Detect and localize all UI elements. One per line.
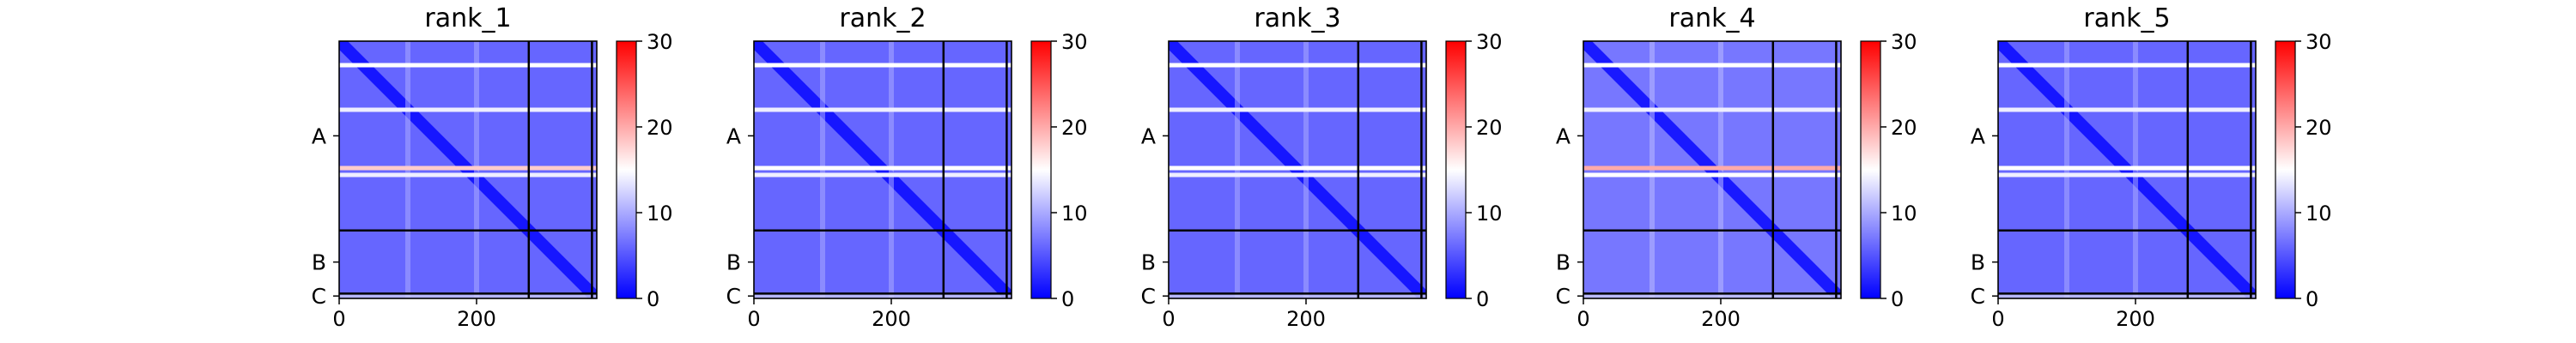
y-chain-label: B bbox=[1971, 250, 1985, 275]
hot-row bbox=[339, 63, 597, 68]
colorbar bbox=[2275, 40, 2296, 299]
colorbar-tick-label: 30 bbox=[1061, 30, 1088, 54]
colorbar bbox=[1445, 40, 1467, 299]
heatmap-cells bbox=[1998, 41, 2256, 298]
colorbar-tick-label: 30 bbox=[1476, 30, 1503, 54]
hot-row bbox=[339, 107, 597, 112]
heatmap-cells bbox=[1169, 41, 1426, 298]
hot-row bbox=[1998, 63, 2256, 68]
y-chain-label: C bbox=[312, 284, 326, 309]
colorbar-tick-label: 30 bbox=[2306, 30, 2332, 54]
colorbar-tick-label: 10 bbox=[1061, 202, 1088, 226]
colorbar-tick-label: 0 bbox=[647, 287, 659, 311]
chain-c-strip bbox=[1169, 293, 1426, 298]
colorbar-tick-label: 0 bbox=[2306, 287, 2318, 311]
y-chain-label: B bbox=[726, 250, 741, 275]
colorbar-tick-label: 20 bbox=[1476, 116, 1503, 140]
colorbar-tick-label: 10 bbox=[1476, 202, 1503, 226]
hot-row bbox=[754, 172, 1012, 178]
hot-row bbox=[1583, 107, 1841, 112]
colorbar-tick-label: 10 bbox=[1891, 202, 1917, 226]
x-tick-label: 0 bbox=[1991, 307, 2004, 331]
chain-c-strip bbox=[1583, 293, 1841, 298]
chain-c-strip bbox=[339, 293, 597, 298]
x-tick-label: 0 bbox=[1577, 307, 1589, 331]
y-chain-label: B bbox=[1141, 250, 1156, 275]
hot-row bbox=[1169, 107, 1426, 112]
panel-title: rank_1 bbox=[424, 3, 511, 33]
y-chain-label: C bbox=[1141, 284, 1156, 309]
y-chain-label: A bbox=[1141, 123, 1156, 148]
panel-title: rank_5 bbox=[2083, 3, 2170, 33]
hot-row bbox=[1583, 63, 1841, 68]
y-chain-label: A bbox=[1556, 123, 1571, 148]
panel-title: rank_3 bbox=[1254, 3, 1340, 33]
hot-row bbox=[754, 63, 1012, 68]
hot-row bbox=[1583, 165, 1841, 171]
hot-row bbox=[754, 165, 1012, 171]
colorbar-tick-label: 20 bbox=[647, 116, 673, 140]
colorbar bbox=[1860, 40, 1881, 299]
heatmap-cells bbox=[339, 41, 597, 298]
colorbar-tick-label: 30 bbox=[1891, 30, 1917, 54]
y-chain-label: B bbox=[1556, 250, 1571, 275]
colorbar bbox=[1030, 40, 1052, 299]
colorbar-tick-label: 30 bbox=[647, 30, 673, 54]
colorbar-tick-label: 0 bbox=[1891, 287, 1904, 311]
x-tick-label: 200 bbox=[2116, 307, 2155, 331]
hot-row bbox=[339, 172, 597, 178]
x-tick-label: 0 bbox=[747, 307, 760, 331]
heatmap-cells bbox=[754, 41, 1012, 298]
heatmap-cells bbox=[1583, 41, 1841, 298]
hot-row bbox=[1169, 63, 1426, 68]
chain-c-strip bbox=[754, 293, 1012, 298]
y-chain-label: A bbox=[1971, 123, 1985, 148]
x-tick-label: 200 bbox=[872, 307, 911, 331]
x-tick-label: 0 bbox=[1162, 307, 1175, 331]
colorbar-tick-label: 10 bbox=[2306, 202, 2332, 226]
plot-frame bbox=[1583, 40, 1842, 299]
colorbar-tick-label: 20 bbox=[1891, 116, 1917, 140]
panel-title: rank_2 bbox=[839, 3, 926, 33]
y-chain-label: A bbox=[312, 123, 326, 148]
colorbar-tick-label: 0 bbox=[1476, 287, 1489, 311]
hot-row bbox=[754, 107, 1012, 112]
y-chain-label: C bbox=[1971, 284, 1985, 309]
x-tick-label: 200 bbox=[1701, 307, 1741, 331]
chain-c-strip bbox=[1998, 293, 2256, 298]
hot-row bbox=[339, 165, 597, 171]
colorbar-tick-label: 0 bbox=[1061, 287, 1074, 311]
y-chain-label: A bbox=[726, 123, 741, 148]
hot-row bbox=[1998, 107, 2256, 112]
colorbar-tick-label: 20 bbox=[2306, 116, 2332, 140]
plot-frame bbox=[338, 40, 598, 299]
hot-row bbox=[1583, 172, 1841, 178]
x-tick-label: 200 bbox=[1286, 307, 1326, 331]
plot-frame bbox=[753, 40, 1012, 299]
hot-row bbox=[1169, 165, 1426, 171]
plot-frame bbox=[1168, 40, 1427, 299]
panel-title: rank_4 bbox=[1668, 3, 1755, 33]
colorbar bbox=[616, 40, 637, 299]
y-chain-label: C bbox=[1556, 284, 1571, 309]
hot-row bbox=[1169, 172, 1426, 178]
hot-row bbox=[1998, 172, 2256, 178]
colorbar-tick-label: 10 bbox=[647, 202, 673, 226]
x-tick-label: 0 bbox=[332, 307, 345, 331]
colorbar-tick-label: 20 bbox=[1061, 116, 1088, 140]
plot-frame bbox=[1997, 40, 2257, 299]
y-chain-label: C bbox=[726, 284, 741, 309]
hot-row bbox=[1998, 165, 2256, 171]
y-chain-label: B bbox=[312, 250, 326, 275]
x-tick-label: 200 bbox=[457, 307, 496, 331]
